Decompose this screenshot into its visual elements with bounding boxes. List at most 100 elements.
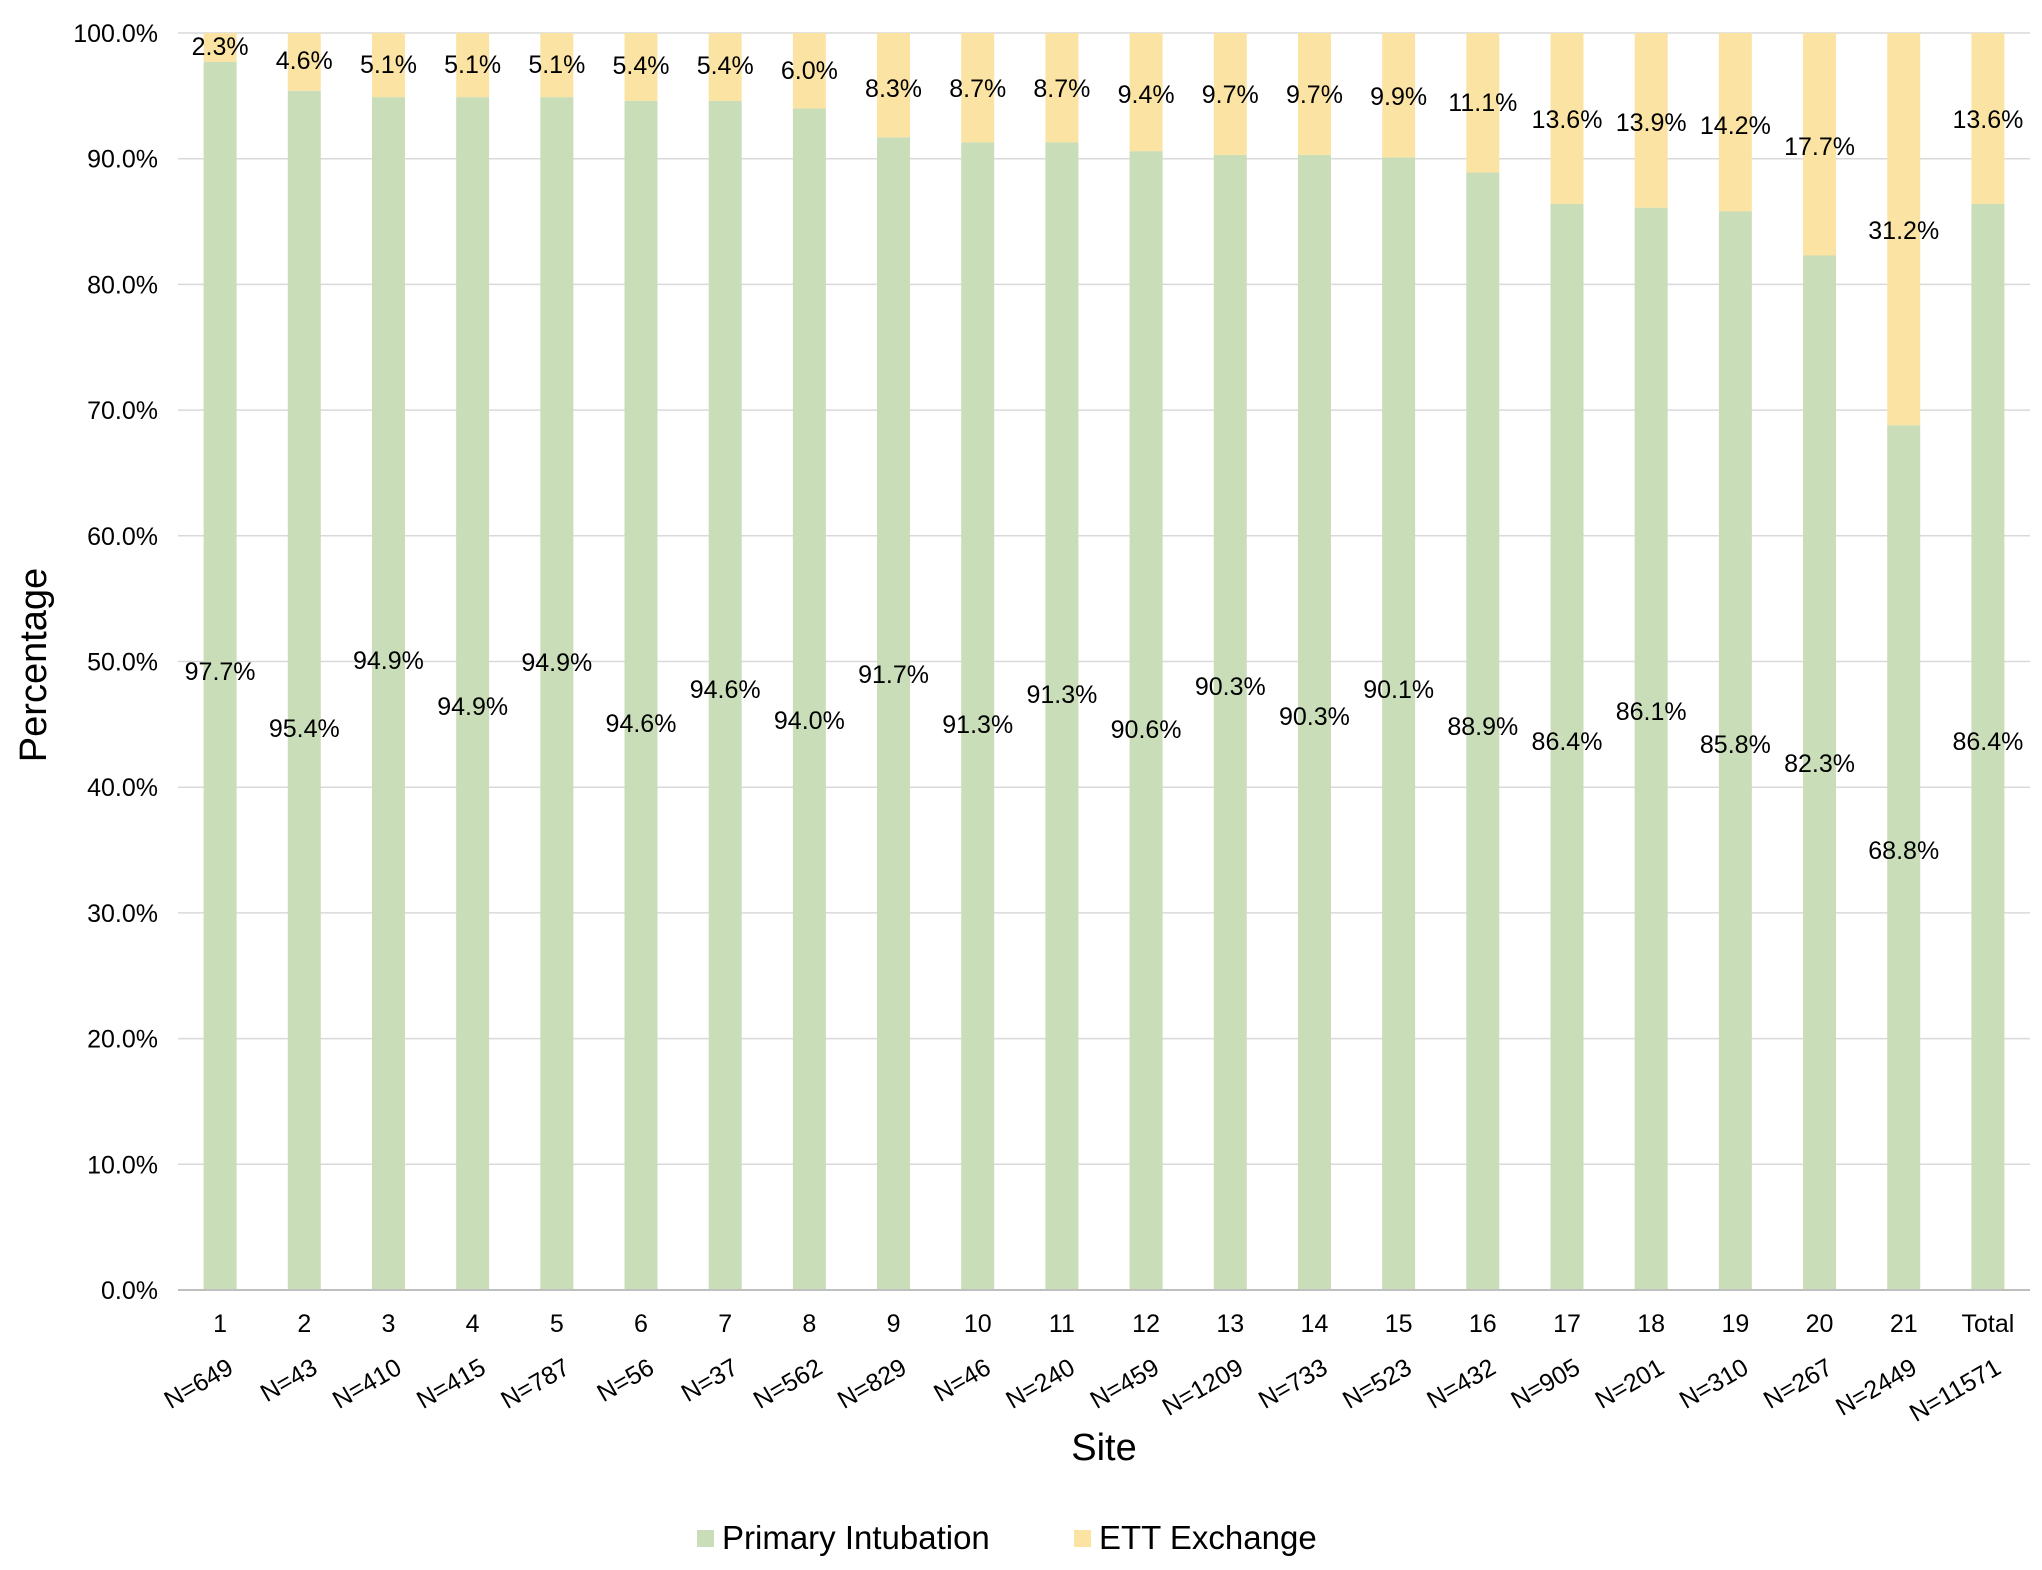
sample-size-label: N=267 xyxy=(1759,1353,1837,1414)
bar-primary-intubation xyxy=(1466,172,1500,1291)
legend-label-primary-intubation: Primary Intubation xyxy=(722,1519,990,1556)
data-label-primary-intubation: 85.8% xyxy=(1700,731,1771,759)
data-label-primary-intubation: 94.9% xyxy=(521,649,592,677)
data-label-ett-exchange: 9.7% xyxy=(1202,81,1259,109)
x-tick-label: 5 xyxy=(550,1310,564,1338)
bar-primary-intubation xyxy=(1718,211,1752,1290)
x-tick-label: 9 xyxy=(887,1310,901,1338)
bar-ett-exchange xyxy=(203,33,237,62)
bar-primary-intubation xyxy=(456,97,490,1290)
bar-ett-exchange xyxy=(1634,33,1668,208)
x-tick-label: 15 xyxy=(1385,1310,1413,1338)
data-label-ett-exchange: 31.2% xyxy=(1868,217,1939,245)
bar-ett-exchange xyxy=(1045,33,1079,143)
x-tick-label: 4 xyxy=(466,1310,480,1338)
data-label-primary-intubation: 82.3% xyxy=(1784,750,1855,778)
legend: Primary Intubation ETT Exchange xyxy=(697,1519,1317,1556)
y-tick-label: 80.0% xyxy=(87,271,158,299)
data-label-primary-intubation: 86.4% xyxy=(1532,728,1603,756)
sample-size-label: N=46 xyxy=(929,1353,995,1407)
bar-ett-exchange xyxy=(708,33,742,101)
sample-size-label: N=37 xyxy=(677,1353,743,1407)
bar-ett-exchange xyxy=(792,33,826,109)
sample-size-label: N=310 xyxy=(1675,1353,1753,1414)
bar-ett-exchange xyxy=(1803,33,1837,256)
data-label-ett-exchange: 9.9% xyxy=(1370,83,1427,111)
x-tick-label: 11 xyxy=(1049,1310,1075,1338)
bar-primary-intubation xyxy=(203,61,237,1290)
data-label-primary-intubation: 90.1% xyxy=(1363,676,1434,704)
bar-primary-intubation xyxy=(624,100,658,1290)
data-label-ett-exchange: 13.6% xyxy=(1952,106,2023,134)
data-label-primary-intubation: 90.6% xyxy=(1111,716,1182,744)
x-tick-label: 17 xyxy=(1553,1310,1581,1338)
data-label-primary-intubation: 68.8% xyxy=(1868,837,1939,865)
bar-primary-intubation xyxy=(1971,203,2005,1290)
data-label-ett-exchange: 8.3% xyxy=(865,75,922,103)
data-label-ett-exchange: 9.4% xyxy=(1118,81,1175,109)
data-label-primary-intubation: 91.3% xyxy=(942,711,1013,739)
x-axis-tick-labels: 1 N=649 2 N=43 3 N=410 4 N=415 5 N=787 6 N=56 7 N=37 8… xyxy=(159,1310,2014,1428)
bar-ett-exchange xyxy=(287,33,321,91)
sample-size-label: N=56 xyxy=(592,1353,658,1407)
sample-size-label: N=2449 xyxy=(1831,1353,1921,1421)
bar-primary-intubation xyxy=(792,108,826,1290)
gridlines xyxy=(178,32,2030,1166)
data-label-primary-intubation: 94.6% xyxy=(606,710,677,738)
y-tick-label: 70.0% xyxy=(87,397,158,425)
data-labels: 97.7% 2.3% 95.4% 4.6% 94.9% 5.1% 94.9% 5.1% 94.9… xyxy=(185,33,2024,865)
data-label-ett-exchange: 5.4% xyxy=(613,52,670,80)
sample-size-label: N=415 xyxy=(412,1353,490,1414)
y-tick-label: 60.0% xyxy=(87,523,158,551)
y-tick-label: 10.0% xyxy=(87,1151,158,1179)
data-label-ett-exchange: 5.1% xyxy=(444,51,501,79)
sample-size-label: N=649 xyxy=(159,1353,237,1414)
x-tick-label: 6 xyxy=(634,1310,648,1338)
x-tick-label: 19 xyxy=(1721,1310,1749,1338)
data-label-ett-exchange: 4.6% xyxy=(276,47,333,75)
bar-ett-exchange xyxy=(1971,33,2005,204)
x-tick-label: 8 xyxy=(802,1310,816,1338)
y-tick-label: 100.0% xyxy=(73,20,158,48)
x-axis-title: Site xyxy=(1071,1427,1136,1469)
bar-ett-exchange xyxy=(1718,33,1752,212)
data-label-primary-intubation: 91.3% xyxy=(1026,681,1097,709)
sample-size-label: N=201 xyxy=(1591,1353,1669,1414)
x-tick-label: 10 xyxy=(964,1310,992,1338)
bar-ett-exchange xyxy=(1129,33,1163,152)
data-label-primary-intubation: 88.9% xyxy=(1447,713,1518,741)
y-tick-label: 90.0% xyxy=(87,146,158,174)
sample-size-label: N=905 xyxy=(1506,1353,1584,1414)
data-label-primary-intubation: 86.1% xyxy=(1616,698,1687,726)
x-tick-label: 7 xyxy=(718,1310,732,1338)
sample-size-label: N=11571 xyxy=(1905,1353,2006,1427)
x-tick-label: 1 xyxy=(213,1310,227,1338)
bar-primary-intubation xyxy=(371,97,405,1290)
data-label-ett-exchange: 5.1% xyxy=(360,51,417,79)
bar-primary-intubation xyxy=(708,100,742,1290)
data-label-ett-exchange: 13.9% xyxy=(1616,109,1687,137)
x-tick-label: 12 xyxy=(1132,1310,1160,1338)
legend-label-ett-exchange: ETT Exchange xyxy=(1099,1519,1317,1556)
bar-primary-intubation xyxy=(1129,151,1163,1291)
data-label-primary-intubation: 97.7% xyxy=(185,658,256,686)
bar-primary-intubation xyxy=(1045,142,1079,1290)
bar-primary-intubation xyxy=(1634,207,1668,1290)
bar-primary-intubation xyxy=(877,137,911,1290)
sample-size-label: N=787 xyxy=(496,1353,574,1414)
bar-ett-exchange xyxy=(624,33,658,101)
sample-size-label: N=829 xyxy=(833,1353,911,1414)
bar-ett-exchange xyxy=(1887,33,1921,426)
y-tick-label: 50.0% xyxy=(87,649,158,677)
bar-primary-intubation xyxy=(961,142,995,1290)
data-label-primary-intubation: 94.0% xyxy=(774,707,845,735)
sample-size-label: N=240 xyxy=(1001,1353,1079,1414)
y-tick-label: 20.0% xyxy=(87,1026,158,1054)
sample-size-label: N=459 xyxy=(1085,1353,1163,1414)
data-label-ett-exchange: 13.6% xyxy=(1532,106,1603,134)
data-label-ett-exchange: 17.7% xyxy=(1784,133,1855,161)
data-label-ett-exchange: 9.7% xyxy=(1286,81,1343,109)
bar-ett-exchange xyxy=(877,33,911,138)
x-tick-label: 18 xyxy=(1637,1310,1665,1338)
